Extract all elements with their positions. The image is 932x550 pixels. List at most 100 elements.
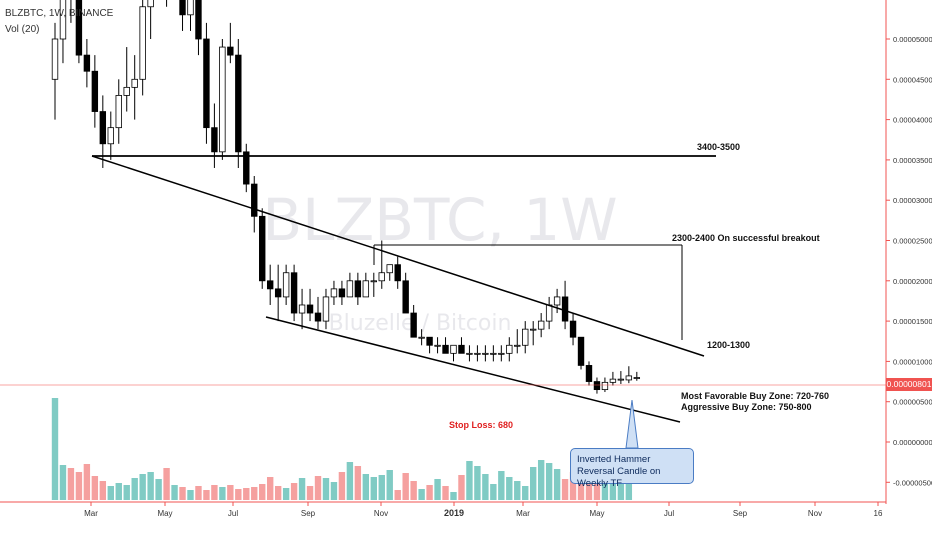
candle-body	[59, 0, 67, 40]
candle	[179, 0, 186, 31]
volume-bar	[179, 487, 186, 500]
candle-body	[147, 0, 154, 8]
volume-bar	[203, 490, 210, 500]
price-tick-label: 0.00003000	[893, 196, 932, 205]
volume-bar	[370, 477, 377, 500]
volume-bar	[211, 485, 218, 500]
lower-trend-line	[265, 316, 681, 423]
volume-bar	[426, 485, 433, 500]
candle	[370, 272, 377, 297]
price-tick-label: 0.00000000	[893, 438, 932, 447]
candle	[187, 0, 194, 31]
volume-bar	[259, 484, 266, 500]
candle	[131, 55, 138, 120]
label-buy-zone-1: Most Favorable Buy Zone: 720-760	[681, 391, 829, 401]
volume-bar	[147, 472, 154, 500]
candle-body	[330, 288, 338, 298]
candle	[306, 288, 314, 322]
candle	[577, 336, 585, 370]
volume-bar	[67, 468, 75, 500]
callout-line-1: Inverted Hammer	[577, 454, 651, 465]
candle	[514, 329, 521, 354]
volume-bar	[346, 462, 354, 500]
volume-bar	[251, 487, 258, 500]
candle	[434, 337, 441, 354]
volume-bar	[195, 486, 202, 500]
candle-body	[306, 304, 314, 314]
time-tick-label: Sep	[301, 509, 316, 518]
candle	[617, 371, 625, 384]
volume-bar	[163, 468, 170, 500]
candle	[490, 345, 497, 362]
label-2300: 2300-2400 On successful breakout	[672, 233, 820, 243]
volume-bar	[362, 474, 370, 500]
volume-bar	[306, 486, 314, 500]
candle	[474, 345, 481, 362]
callout-pointer	[625, 399, 639, 449]
candle	[609, 371, 617, 386]
candle	[418, 329, 425, 346]
candle	[91, 55, 99, 128]
volume-bar	[187, 490, 194, 500]
time-tick-label: Mar	[516, 509, 530, 518]
candle-body	[139, 6, 146, 80]
candle-body	[123, 86, 130, 96]
time-axis-ticks: Mar May Jul Sep Nov 2019 Mar May Jul Sep Nov 16	[84, 502, 883, 518]
candle	[561, 280, 569, 330]
volume-bar	[314, 476, 322, 500]
inverted-hammer-callout: Inverted Hammer Reversal Candle on Weekl…	[570, 448, 694, 489]
volume-bar	[490, 484, 497, 500]
volume-bar	[123, 485, 130, 500]
time-tick-label: Nov	[374, 509, 388, 518]
candle-body	[514, 344, 521, 347]
candle-body	[179, 0, 186, 16]
candle	[362, 272, 370, 298]
volume-bar	[537, 460, 545, 500]
volume-bar	[569, 472, 577, 500]
candle	[251, 176, 258, 233]
watermark-main: BLZBTC, 1W	[262, 186, 617, 254]
volume-bar	[561, 479, 569, 500]
candle-body	[593, 381, 601, 391]
candle-body	[243, 151, 250, 185]
volume-bar	[506, 477, 513, 500]
volume-bar	[410, 481, 417, 500]
candle	[633, 371, 641, 381]
candle	[314, 296, 322, 330]
volume-bar	[99, 481, 107, 500]
candle	[338, 280, 346, 305]
candle-body	[314, 312, 322, 322]
candle-body	[274, 288, 282, 298]
candle-body	[290, 272, 298, 314]
candle-body	[99, 111, 107, 145]
volume-bar	[139, 474, 146, 500]
volume-bar	[274, 486, 282, 500]
candle	[282, 264, 290, 305]
volume-bar	[601, 469, 609, 500]
candle-body	[482, 352, 489, 355]
candle	[553, 288, 561, 314]
time-tick-label: Jul	[228, 509, 238, 518]
candle	[83, 39, 91, 88]
volume-bar	[530, 467, 537, 500]
label-1200: 1200-1300	[707, 340, 750, 350]
time-tick-label: 16	[874, 509, 883, 518]
volume-bar	[474, 466, 481, 500]
candle	[482, 345, 489, 362]
volume-bar	[458, 475, 465, 500]
candle	[530, 321, 537, 346]
candle	[99, 95, 107, 168]
label-buy-zone-2: Aggressive Buy Zone: 750-800	[681, 402, 812, 412]
price-tick-label: 0.00001500	[893, 317, 932, 326]
candle-body	[298, 304, 306, 314]
candle	[235, 39, 242, 168]
price-tick-label: 0.00000500	[893, 398, 932, 407]
candle-body	[561, 296, 569, 322]
volume-bar	[442, 486, 449, 500]
price-tick-label: 0.00002000	[893, 277, 932, 286]
price-tick-label: 0.00004500	[893, 75, 932, 84]
volume-bar	[498, 471, 505, 500]
candle	[203, 22, 210, 144]
volume-indicator-label[interactable]: Vol (20)	[5, 24, 40, 35]
